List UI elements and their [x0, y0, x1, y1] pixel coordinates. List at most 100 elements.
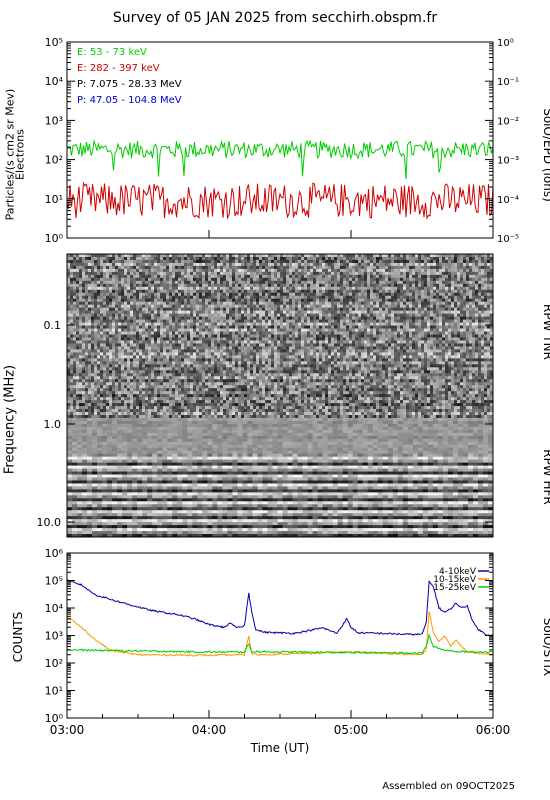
tnr-cell — [262, 304, 266, 309]
tnr-cell — [79, 268, 83, 273]
tnr-cell — [70, 298, 74, 303]
tnr-cell — [472, 325, 476, 329]
tnr-cell — [394, 289, 398, 294]
tnr-cell — [415, 349, 419, 353]
tnr-cell — [166, 340, 170, 344]
tnr-cell — [148, 352, 152, 356]
tnr-cell — [115, 322, 119, 326]
tnr-cell — [253, 346, 257, 350]
tnr-cell — [178, 322, 182, 326]
tnr-cell — [325, 283, 329, 288]
tnr-cell — [409, 262, 413, 267]
tnr-cell — [400, 274, 404, 279]
tnr-cell — [412, 337, 416, 341]
tnr-cell — [490, 334, 494, 338]
tnr-cell — [154, 274, 158, 279]
tnr-cell — [106, 289, 110, 294]
tnr-cell — [265, 286, 269, 291]
tnr-cell — [385, 283, 389, 288]
tnr-cell — [457, 295, 461, 300]
tnr-cell — [448, 274, 452, 279]
tnr-cell — [385, 307, 389, 312]
tnr-cell — [250, 268, 254, 273]
tnr-cell — [226, 304, 230, 309]
tnr-cell — [253, 256, 257, 261]
tnr-cell — [472, 292, 476, 297]
tnr-cell — [256, 328, 260, 332]
tnr-cell — [97, 292, 101, 297]
tnr-cell — [355, 256, 359, 261]
tnr-cell — [262, 334, 266, 338]
tnr-cell — [280, 301, 284, 306]
tnr-cell — [91, 322, 95, 326]
tnr-cell — [490, 256, 494, 261]
tnr-cell — [370, 286, 374, 291]
tnr-cell — [85, 340, 89, 344]
tnr-cell — [247, 337, 251, 341]
tnr-cell — [157, 325, 161, 329]
tnr-cell — [328, 295, 332, 300]
tnr-cell — [394, 307, 398, 312]
tnr-cell — [109, 355, 113, 359]
tnr-cell — [259, 256, 263, 261]
tnr-cell — [187, 268, 191, 273]
tnr-cell — [88, 328, 92, 332]
tnr-cell — [232, 334, 236, 338]
tnr-cell — [472, 289, 476, 294]
tnr-cell — [184, 346, 188, 350]
tnr-cell — [220, 254, 224, 258]
tnr-cell — [211, 307, 215, 312]
tnr-cell — [427, 304, 431, 309]
tnr-cell — [157, 313, 161, 318]
tnr-cell — [76, 325, 80, 329]
tnr-cell — [133, 346, 137, 350]
tnr-cell — [484, 298, 488, 303]
tnr-cell — [82, 289, 86, 294]
tnr-cell — [466, 304, 470, 309]
tnr-cell — [73, 271, 77, 276]
tnr-cell — [85, 283, 89, 288]
tnr-cell — [361, 259, 365, 264]
tnr-cell — [67, 274, 71, 279]
tnr-cell — [265, 289, 269, 294]
tnr-cell — [487, 271, 491, 276]
tnr-cell — [304, 277, 308, 282]
tnr-cell — [259, 268, 263, 273]
tnr-cell — [298, 343, 302, 347]
tnr-cell — [343, 271, 347, 276]
tnr-cell — [463, 352, 467, 356]
tnr-cell — [481, 277, 485, 282]
tnr-cell — [295, 349, 299, 353]
tnr-cell — [463, 334, 467, 338]
tnr-cell — [346, 271, 350, 276]
tnr-cell — [214, 283, 218, 288]
tnr-cell — [115, 277, 119, 282]
tnr-cell — [271, 349, 275, 353]
tnr-cell — [490, 352, 494, 356]
tnr-cell — [457, 262, 461, 267]
tnr-cell — [262, 343, 266, 347]
tnr-cell — [112, 274, 116, 279]
tnr-cell — [259, 277, 263, 282]
tnr-cell — [292, 298, 296, 303]
tnr-cell — [343, 352, 347, 356]
tnr-cell — [166, 301, 170, 306]
tnr-cell — [148, 316, 152, 320]
tnr-cell — [457, 322, 461, 326]
tnr-cell — [214, 313, 218, 318]
tnr-cell — [319, 298, 323, 303]
tnr-cell — [454, 301, 458, 306]
tnr-cell — [358, 286, 362, 291]
tnr-cell — [154, 322, 158, 326]
tnr-cell — [322, 319, 326, 323]
tnr-cell — [283, 337, 287, 341]
tnr-cell — [169, 298, 173, 303]
tnr-cell — [457, 328, 461, 332]
tnr-cell — [469, 289, 473, 294]
tnr-cell — [286, 304, 290, 309]
tnr-cell — [436, 349, 440, 353]
tnr-cell — [220, 259, 224, 264]
tnr-cell — [295, 334, 299, 338]
tnr-cell — [103, 292, 107, 297]
tnr-cell — [319, 301, 323, 306]
